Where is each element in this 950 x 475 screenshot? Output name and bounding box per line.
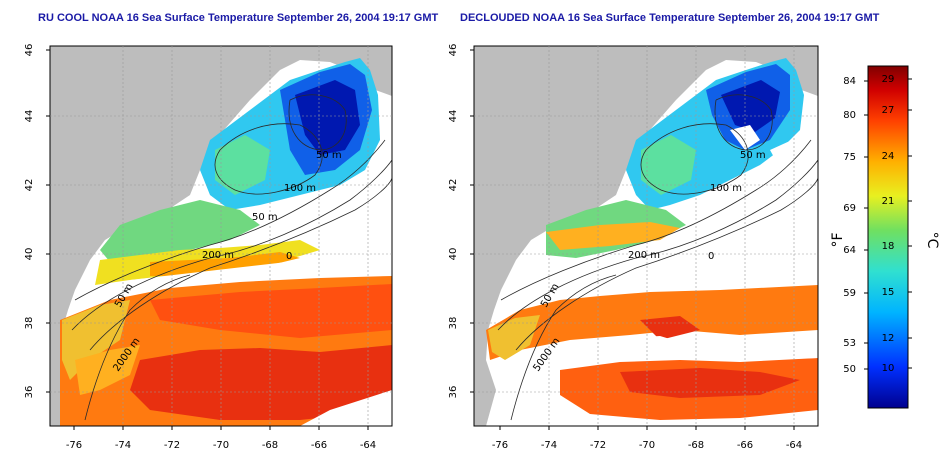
lon-tick-label: -68	[688, 440, 704, 451]
f-tick-label: 84	[843, 76, 856, 87]
contour-label: 50 m	[252, 212, 278, 223]
c-tick-label: 15	[882, 287, 895, 298]
lon-tick-label: -74	[115, 440, 131, 451]
lon-tick-label: -72	[164, 440, 180, 451]
lat-tick-label: 40	[24, 248, 35, 261]
lon-tick-label: -64	[786, 440, 802, 451]
lon-tick-label: -72	[590, 440, 606, 451]
f-tick-label: 64	[843, 245, 856, 256]
contour-label: 50 m	[740, 150, 766, 161]
c-tick-label: 29	[882, 74, 895, 85]
colorbar-c-ticks: 29 27 24 21 18 15 12 10	[882, 74, 895, 374]
land-mass	[474, 46, 818, 426]
colorbar-gradient	[867, 65, 909, 409]
lat-tick-label: 38	[448, 317, 459, 330]
contour-label: 100 m	[284, 183, 316, 194]
lat-tick-label: 44	[24, 110, 35, 123]
right-lat-axis: 46 44 42 40 38 36	[448, 44, 459, 399]
lat-tick-label: 42	[448, 179, 459, 192]
lon-tick-label: -70	[213, 440, 229, 451]
contour-label: 0	[286, 251, 292, 262]
lon-tick-label: -68	[262, 440, 278, 451]
f-tick-label: 69	[843, 203, 856, 214]
contour-label: 50 m	[316, 150, 342, 161]
left-lat-axis: 46 44 42 40 38 36	[24, 44, 35, 399]
c-tick-label: 10	[882, 363, 895, 374]
f-tick-label: 53	[843, 338, 856, 349]
celsius-label: °C	[924, 232, 940, 249]
right-lon-axis: -76 -74 -72 -70 -68 -66 -64	[492, 440, 802, 451]
f-tick-label: 80	[843, 110, 856, 121]
f-tick-label: 50	[843, 364, 856, 375]
f-tick-label: 75	[843, 152, 856, 163]
lat-tick-label: 40	[448, 248, 459, 261]
lat-tick-label: 44	[448, 110, 459, 123]
left-lon-axis: -76 -74 -72 -70 -68 -66 -64	[66, 440, 376, 451]
lon-tick-label: -74	[541, 440, 557, 451]
lon-tick-label: -76	[492, 440, 508, 451]
lon-tick-label: -66	[737, 440, 753, 451]
lat-tick-label: 42	[24, 179, 35, 192]
c-tick-label: 12	[882, 333, 895, 344]
f-tick-label: 59	[843, 288, 856, 299]
c-tick-label: 27	[882, 105, 895, 116]
right-map-title: DECLOUDED NOAA 16 Sea Surface Temperatur…	[460, 12, 880, 24]
right-grid	[474, 46, 818, 426]
lon-tick-label: -66	[311, 440, 327, 451]
contour-label: 200 m	[202, 250, 234, 261]
lon-tick-label: -70	[639, 440, 655, 451]
fahrenheit-label: °F	[830, 232, 846, 247]
contour-label: 200 m	[628, 250, 660, 261]
contour-label: 0	[708, 251, 714, 262]
lat-tick-label: 38	[24, 317, 35, 330]
lat-tick-label: 46	[448, 44, 459, 57]
lat-tick-label: 36	[24, 386, 35, 399]
c-tick-label: 18	[882, 241, 895, 252]
right-map-frame	[473, 45, 819, 427]
lon-tick-label: -76	[66, 440, 82, 451]
right-map	[474, 46, 818, 426]
contour-label: 100 m	[710, 183, 742, 194]
colorbar: 84 80 75 69 64 59 53 50 29 27 24 21 18 1…	[830, 65, 940, 409]
left-map-title: RU COOL NOAA 16 Sea Surface Temperature …	[38, 12, 439, 24]
land-mass	[50, 46, 392, 426]
c-tick-label: 21	[882, 196, 895, 207]
lat-tick-label: 36	[448, 386, 459, 399]
lon-tick-label: -64	[360, 440, 376, 451]
c-tick-label: 24	[882, 151, 895, 162]
colorbar-f-ticks: 84 80 75 69 64 59 53 50	[843, 76, 856, 375]
lat-tick-label: 46	[24, 44, 35, 57]
left-grid	[50, 46, 392, 426]
